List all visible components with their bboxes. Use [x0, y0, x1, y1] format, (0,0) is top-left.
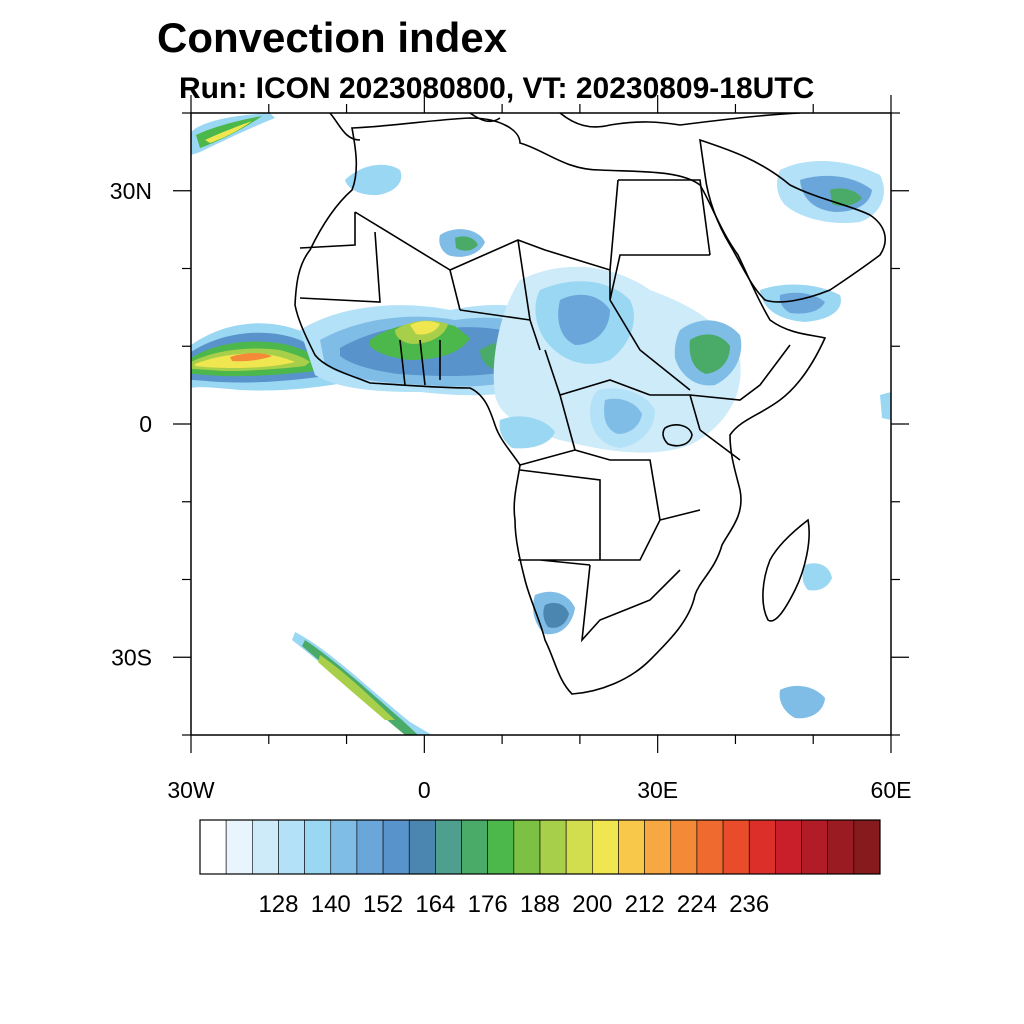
chart-subtitle: Run: ICON 2023080800, VT: 20230809-18UTC — [179, 72, 815, 105]
colorbar-label: 224 — [677, 891, 717, 918]
x-tick-label: 30W — [167, 777, 215, 803]
colorbar-swatch — [252, 819, 279, 875]
southern-features — [292, 392, 891, 735]
colorbar-swatch — [696, 819, 724, 875]
axis-ticks: 30W 0 30E 60E 30N 0 30S — [110, 95, 912, 803]
colorbar-label: 188 — [520, 891, 560, 918]
colorbar-label: 200 — [572, 891, 612, 918]
colorbar-swatch — [827, 819, 855, 875]
colorbar-swatch — [853, 819, 881, 875]
colorbar-label: 140 — [311, 891, 351, 918]
colorbar-swatch — [408, 819, 436, 875]
europe-coastline — [329, 113, 801, 141]
colorbar-swatch — [356, 819, 384, 875]
colorbar-swatch — [670, 819, 698, 875]
colorbar-label: 128 — [258, 891, 298, 918]
colorbar-swatch — [592, 819, 619, 875]
colorbar-swatch — [199, 819, 227, 875]
basemap — [294, 113, 886, 695]
colorbar-swatch — [330, 819, 358, 875]
x-tick-label: 0 — [418, 777, 431, 803]
colorbar-swatch — [487, 819, 515, 875]
colorbar-swatch — [618, 819, 645, 875]
colorbar-label: 236 — [729, 891, 769, 918]
colorbar-label: 212 — [625, 891, 665, 918]
colorbar: 128 140 152 164 176 188 200 212 224 236 — [199, 819, 881, 918]
x-tick-label: 30E — [637, 777, 678, 803]
colorbar-swatch — [225, 819, 253, 875]
colorbar-swatch — [565, 819, 593, 875]
colorbar-swatch — [775, 819, 802, 875]
x-tick-label: 60E — [871, 777, 912, 803]
colorbar-swatch — [644, 819, 672, 875]
colorbar-label: 176 — [468, 891, 508, 918]
colorbar-swatch — [461, 819, 488, 875]
madagascar-coastline — [762, 518, 810, 622]
colorbar-label: 152 — [363, 891, 403, 918]
colorbar-label: 164 — [415, 891, 455, 918]
africa-coastline — [294, 117, 827, 695]
central-africa-convection — [493, 266, 742, 453]
colorbar-swatch — [722, 819, 750, 875]
colorbar-swatch — [382, 819, 410, 875]
colorbar-swatch — [513, 819, 541, 875]
y-tick-label: 30S — [111, 644, 152, 670]
colorbar-swatch — [278, 819, 305, 875]
colorbar-swatch — [539, 819, 567, 875]
convection-field — [191, 113, 891, 735]
arabia-coastline — [699, 138, 886, 303]
lake-victoria — [662, 424, 693, 447]
border-lines — [299, 179, 791, 643]
colorbar-swatch — [801, 819, 828, 875]
chart-title: Convection index — [157, 14, 508, 61]
colorbar-swatch — [748, 819, 776, 875]
colorbar-swatch — [435, 819, 462, 875]
colorbar-swatch — [304, 819, 332, 875]
y-tick-label: 0 — [139, 411, 152, 437]
y-tick-label: 30N — [110, 178, 152, 204]
north-africa-cells — [191, 113, 884, 322]
colorbar-frame — [199, 819, 881, 875]
